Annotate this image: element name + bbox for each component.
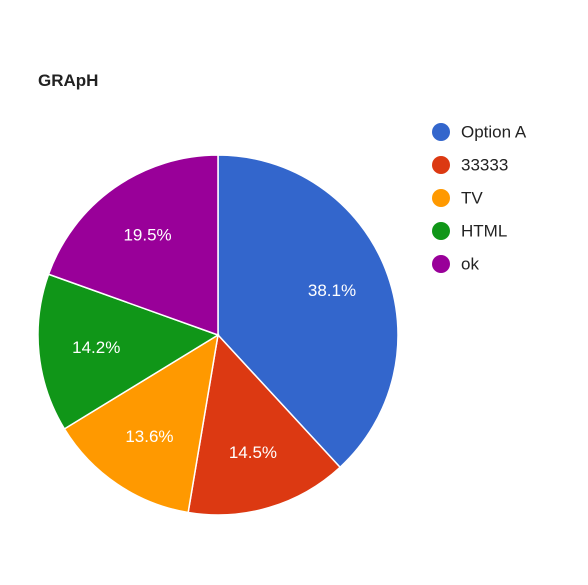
pie-slice-html[interactable] <box>37 273 220 430</box>
legend-label-option-a: Option A <box>461 123 527 142</box>
pie-slice-ok[interactable] <box>47 154 219 337</box>
legend-label-33333: 33333 <box>461 156 508 175</box>
chart-title: GRApH <box>38 71 98 90</box>
legend: Option A 33333 TV HTML ok <box>432 123 527 274</box>
pie-slice-labels: 38.1% 14.5% 13.6% 14.2% 19.5% <box>72 225 356 461</box>
pie-slice-option-a[interactable] <box>217 154 399 469</box>
pie-slices <box>37 154 399 516</box>
legend-marker-ok <box>432 255 450 273</box>
legend-item-option-a[interactable]: Option A <box>432 123 527 142</box>
legend-marker-33333 <box>432 156 450 174</box>
pie-slice-33333[interactable] <box>187 333 342 516</box>
legend-item-33333[interactable]: 33333 <box>432 156 508 175</box>
legend-marker-html <box>432 222 450 240</box>
legend-item-tv[interactable]: TV <box>432 189 483 208</box>
legend-label-html: HTML <box>461 222 507 241</box>
legend-label-tv: TV <box>461 189 483 208</box>
legend-marker-tv <box>432 189 450 207</box>
slice-label-ok: 19.5% <box>123 225 171 244</box>
pie-slice-tv[interactable] <box>63 333 220 514</box>
slice-label-option-a: 38.1% <box>308 281 356 300</box>
slice-label-33333: 14.5% <box>229 443 277 462</box>
legend-item-ok[interactable]: ok <box>432 255 479 274</box>
legend-marker-option-a <box>432 123 450 141</box>
slice-label-html: 14.2% <box>72 338 120 357</box>
slice-label-tv: 13.6% <box>125 427 173 446</box>
legend-label-ok: ok <box>461 255 479 274</box>
legend-item-html[interactable]: HTML <box>432 222 507 241</box>
